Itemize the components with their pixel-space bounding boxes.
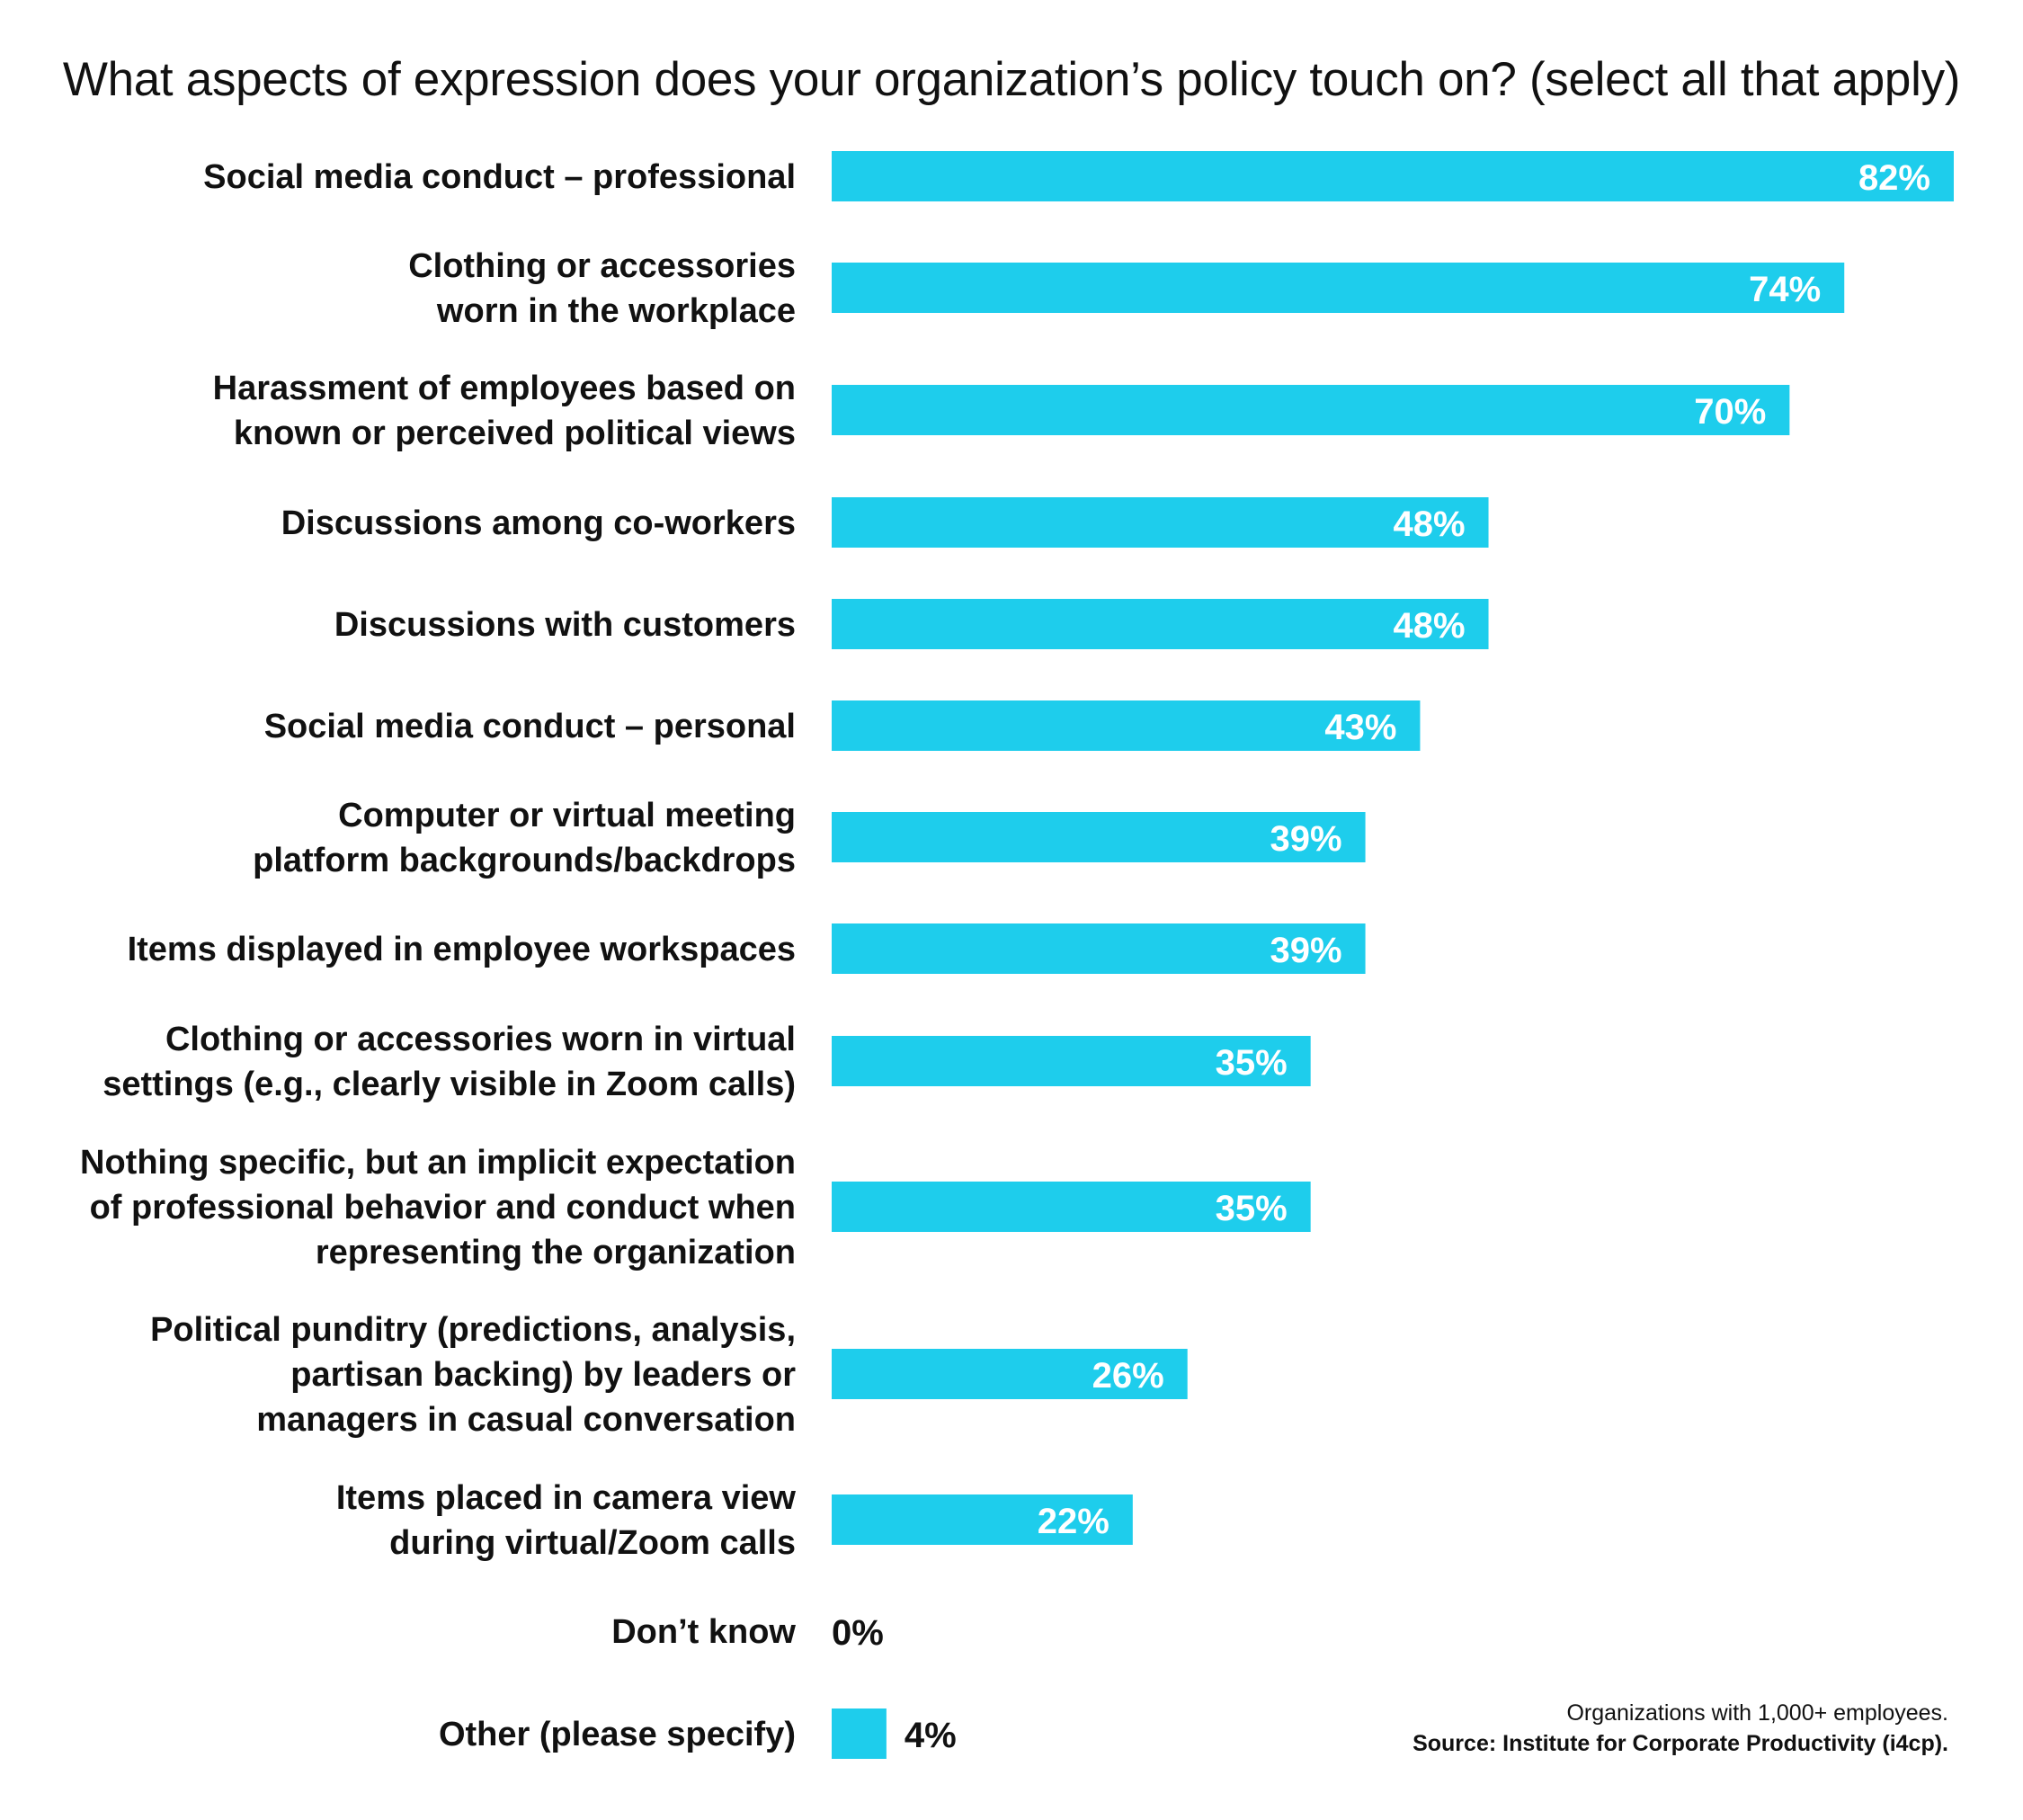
category-label-line: platform backgrounds/backdrops [253, 842, 796, 879]
category-label-1: Clothing or accessories worn in the workp… [408, 247, 796, 330]
bar-10 [832, 1349, 1188, 1399]
category-label-line: partisan backing) by leaders or [290, 1356, 796, 1394]
bar-2 [832, 385, 1790, 435]
category-label-line: of professional behavior and conduct whe… [90, 1189, 796, 1227]
category-label-line: Items placed in camera view [336, 1479, 797, 1517]
category-label-line: Items displayed in employee workspaces [128, 931, 796, 968]
category-label-5: Social media conduct – personal [264, 708, 796, 745]
value-label-7: 39% [1270, 931, 1341, 970]
category-label-12: Don’t know [611, 1613, 796, 1651]
bar-7 [832, 923, 1366, 974]
value-label-6: 39% [1270, 819, 1341, 859]
bars-layer [832, 151, 1954, 1759]
category-labels: Social media conduct – professional Cloth… [80, 158, 796, 1753]
bar-3 [832, 497, 1489, 548]
value-label-10: 26% [1092, 1356, 1164, 1396]
category-label-line: Nothing specific, but an implicit expect… [80, 1144, 796, 1182]
bar-8 [832, 1036, 1311, 1086]
value-label-4: 48% [1393, 606, 1465, 646]
category-label-line: settings (e.g., clearly visible in Zoom … [102, 1066, 796, 1103]
value-label-1: 74% [1749, 270, 1821, 309]
value-labels: 82% 74% 70% 48% 48% 43% 39% 39% 35% 35% 26% 22% 0% 4% [832, 158, 1930, 1755]
category-label-line: worn in the workplace [436, 292, 796, 330]
sample-note: Organizations with 1,000+ employees. [1566, 1700, 1948, 1726]
category-label-line: Don’t know [611, 1613, 796, 1651]
value-label-11: 22% [1038, 1502, 1110, 1541]
category-label-line: during virtual/Zoom calls [389, 1524, 796, 1562]
category-label-line: Discussions with customers [334, 606, 796, 644]
bar-6 [832, 812, 1366, 862]
bar-5 [832, 700, 1421, 751]
category-label-line: Social media conduct – professional [203, 158, 796, 196]
bar-1 [832, 263, 1845, 313]
bar-11 [832, 1494, 1133, 1545]
value-label-13: 4% [905, 1716, 957, 1755]
category-label-line: Harassment of employees based on [213, 370, 796, 407]
category-label-line: Social media conduct – personal [264, 708, 796, 745]
chart-footnote: Organizations with 1,000+ employees. Sou… [1413, 1698, 1948, 1759]
category-label-line: managers in casual conversation [256, 1401, 796, 1439]
category-label-11: Items placed in camera view during virtua… [336, 1479, 797, 1562]
category-label-line: Clothing or accessories [408, 247, 796, 285]
category-label-10: Political punditry (predictions, analysi… [150, 1311, 796, 1439]
value-label-3: 48% [1393, 504, 1465, 544]
category-label-4: Discussions with customers [334, 606, 796, 644]
source-note: Source: Institute for Corporate Producti… [1413, 1731, 1948, 1756]
category-label-7: Items displayed in employee workspaces [128, 931, 796, 968]
category-label-6: Computer or virtual meeting platform back… [253, 797, 796, 879]
bar-9 [832, 1182, 1311, 1232]
value-label-2: 70% [1694, 392, 1766, 432]
value-label-12: 0% [832, 1613, 884, 1653]
category-label-line: Computer or virtual meeting [338, 797, 796, 834]
value-label-5: 43% [1324, 708, 1396, 747]
category-label-13: Other (please specify) [439, 1716, 796, 1753]
chart-title: What aspects of expression does your org… [62, 53, 1961, 106]
value-label-9: 35% [1216, 1189, 1288, 1228]
category-label-3: Discussions among co-workers [281, 504, 796, 542]
category-label-8: Clothing or accessories worn in virtual s… [102, 1021, 796, 1103]
value-label-8: 35% [1216, 1043, 1288, 1083]
value-label-0: 82% [1858, 158, 1930, 198]
bar-4 [832, 599, 1489, 649]
category-label-line: representing the organization [316, 1234, 796, 1271]
category-label-9: Nothing specific, but an implicit expect… [80, 1144, 796, 1271]
category-label-2: Harassment of employees based on known or… [213, 370, 796, 452]
bar-0 [832, 151, 1954, 201]
category-label-0: Social media conduct – professional [203, 158, 796, 196]
category-label-line: Clothing or accessories worn in virtual [165, 1021, 796, 1058]
category-label-line: Political punditry (predictions, analysi… [150, 1311, 796, 1349]
category-label-line: Discussions among co-workers [281, 504, 796, 542]
bar-13 [832, 1708, 887, 1759]
category-label-line: known or perceived political views [234, 415, 796, 452]
category-label-line: Other (please specify) [439, 1716, 796, 1753]
